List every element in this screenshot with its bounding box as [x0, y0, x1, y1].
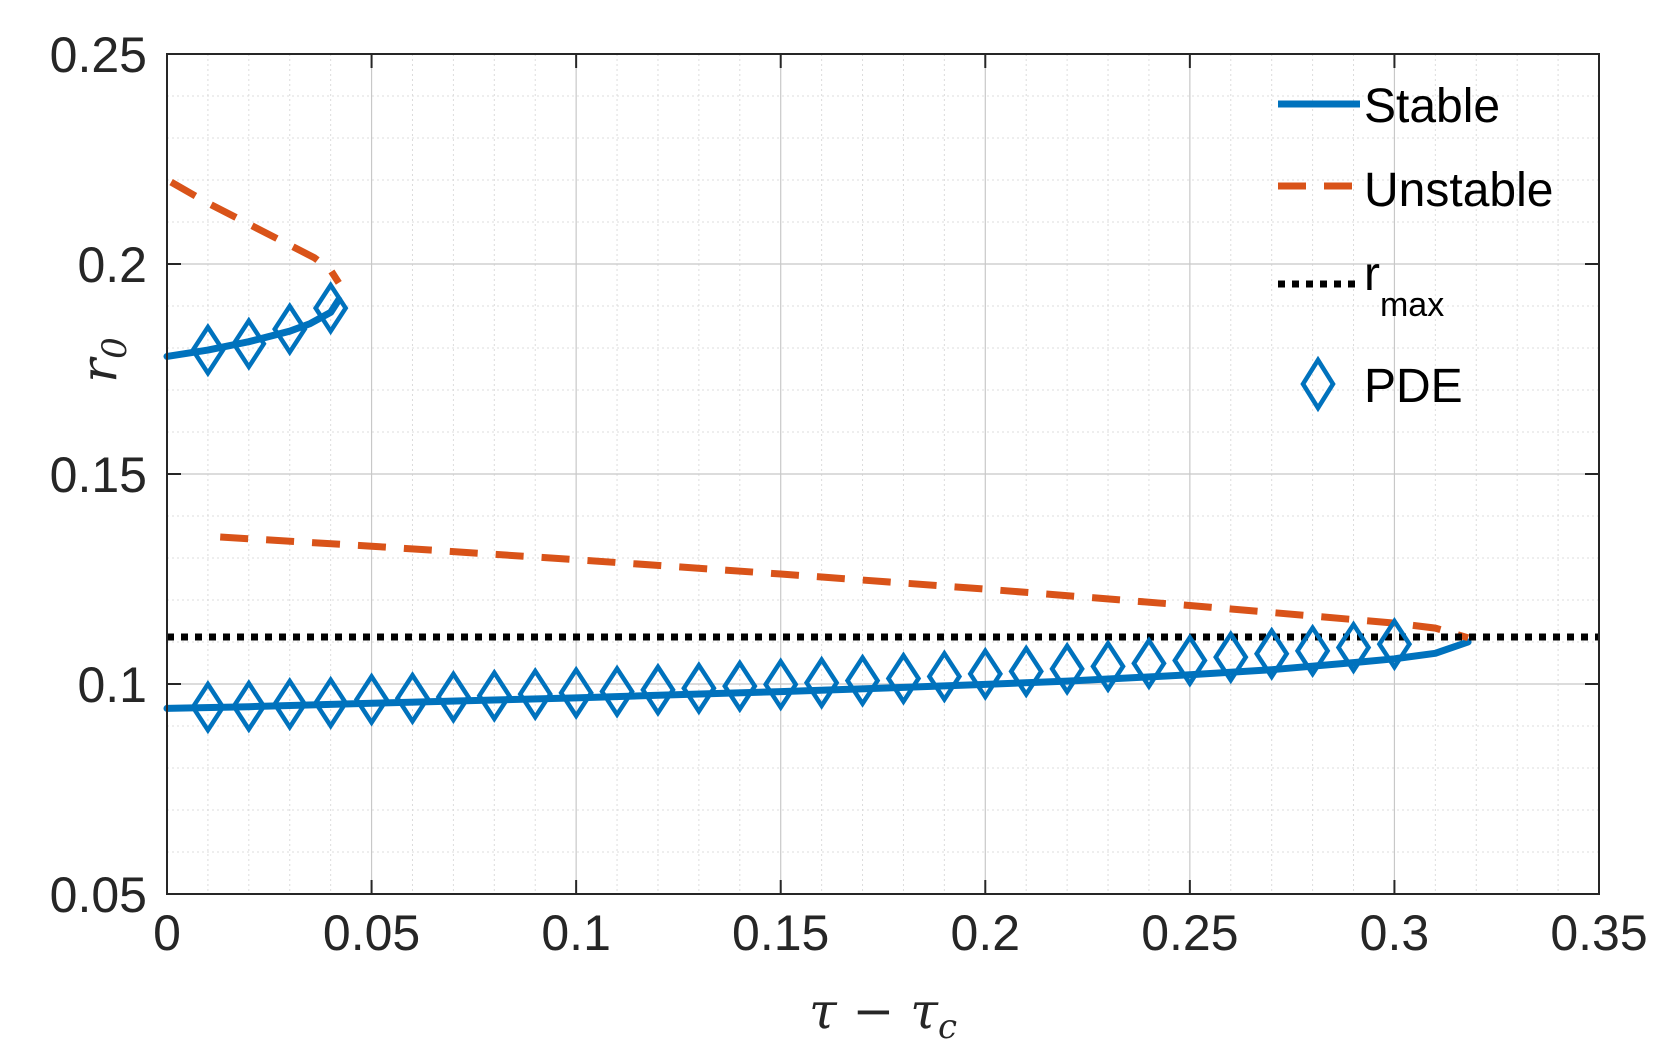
y-tick-label: 0.2: [77, 237, 147, 293]
pde-marker: [1172, 633, 1208, 688]
pde-marker: [1049, 641, 1085, 696]
x-tick-label: 0: [153, 905, 181, 961]
pde-marker: [885, 651, 922, 706]
legend-rmax-main: r: [1364, 248, 1380, 301]
plot-series: [163, 179, 1599, 735]
pde-marker: [517, 666, 553, 722]
pde-marker: [231, 679, 267, 734]
pde-marker: [926, 649, 963, 704]
legend-stable-label: Stable: [1364, 80, 1500, 133]
series-unstable-line-1: [219, 533, 1470, 642]
pde-marker: [312, 675, 349, 731]
grid: [167, 54, 1599, 894]
legend-rmax-sub: max: [1380, 286, 1444, 324]
pde-marker: [476, 668, 513, 723]
y-axis-label: r0: [70, 337, 135, 383]
pde-marker: [1008, 644, 1044, 699]
pde-marker: [353, 672, 390, 727]
y-axis-label-main: r: [70, 356, 128, 383]
series-stable-line-0: [163, 296, 343, 360]
pde-marker: [231, 316, 267, 371]
x-tick-label: 0.3: [1360, 905, 1430, 961]
legend-pde-marker: [1300, 355, 1336, 413]
pde-marker: [640, 662, 676, 717]
x-tick-label: 0.1: [541, 905, 611, 961]
series-stable-line-1: [163, 638, 1472, 712]
pde-marker: [1090, 639, 1126, 694]
x-tick-label: 0.05: [323, 905, 420, 961]
pde-marker: [844, 653, 881, 708]
pde-marker: [272, 677, 308, 732]
x-tick-label: 0.25: [1141, 905, 1238, 961]
pde-marker: [1131, 636, 1167, 691]
pde-marker: [763, 657, 799, 712]
y-tick-label: 0.25: [50, 27, 147, 83]
legend-pde-label: PDE: [1364, 360, 1463, 413]
x-tick-label: 0.35: [1550, 905, 1647, 961]
pde-marker: [190, 679, 226, 735]
legend: Stable Unstable rmax PDE: [1278, 80, 1553, 413]
x-axis-label: τ − τc: [809, 982, 957, 1040]
pde-marker: [599, 664, 635, 719]
pde-marker: [312, 280, 349, 336]
pde-marker: [681, 661, 717, 716]
pde-marker: [435, 669, 472, 725]
legend-unstable-label: Unstable: [1364, 164, 1553, 217]
pde-marker: [272, 301, 308, 357]
pde-marker: [394, 671, 431, 726]
x-axis-label-main: τ − τ: [809, 982, 939, 1040]
pde-marker: [967, 646, 1003, 702]
pde-marker: [1376, 616, 1413, 672]
pde-marker: [1254, 626, 1290, 681]
y-tick-label: 0.1: [77, 657, 147, 713]
pde-marker: [803, 655, 840, 710]
pde-marker: [190, 322, 226, 378]
axis-ticks: 0 0.05 0.1 0.15 0.2 0.25 0.3 0.350.050.10.150.2…: [50, 27, 1648, 961]
pde-marker: [1294, 623, 1331, 678]
x-axis-label-sub: c: [938, 1007, 957, 1040]
x-tick-label: 0.2: [951, 905, 1021, 961]
x-tick-label: 0.15: [732, 905, 829, 961]
y-axis-label-sub: 0: [95, 337, 135, 359]
pde-marker: [558, 665, 594, 720]
pde-marker: [1213, 630, 1249, 685]
pde-marker: [722, 658, 758, 714]
y-tick-label: 0.05: [50, 867, 147, 923]
pde-marker: [1335, 620, 1372, 675]
legend-rmax-label: rmax: [1364, 248, 1444, 324]
y-tick-label: 0.15: [50, 447, 147, 503]
